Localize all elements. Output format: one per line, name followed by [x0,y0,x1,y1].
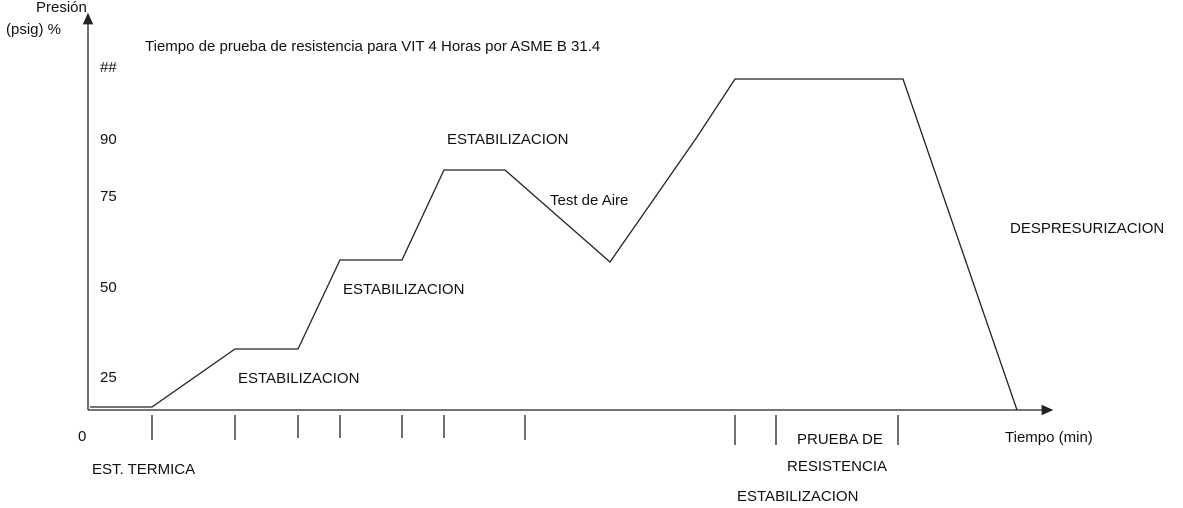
y-label: 50 [100,279,117,296]
title: Tiempo de prueba de resistencia para VIT… [145,38,600,55]
y-title: (psig) % [6,21,61,38]
annotation: Test de Aire [550,192,628,209]
y-label: 0 [78,428,86,445]
y-label: ## [100,59,117,76]
pressure-profile [90,78,1018,411]
y-label: 90 [100,131,117,148]
x-title: Tiempo (min) [1005,429,1093,446]
y-title: Presión [36,0,87,16]
annotation: ESTABILIZACION [737,488,858,505]
y-label: 25 [100,369,117,386]
annotation: ESTABILIZACION [343,281,464,298]
annotation: ESTABILIZACION [238,370,359,387]
annotation: ESTABILIZACION [447,131,568,148]
annotation: PRUEBA DE [797,431,883,448]
y-label: 75 [100,188,117,205]
annotation: DESPRESURIZACION [1010,220,1164,237]
phase-ticks [151,415,899,445]
annotation: RESISTENCIA [787,458,887,475]
annotation: EST. TERMICA [92,461,195,478]
